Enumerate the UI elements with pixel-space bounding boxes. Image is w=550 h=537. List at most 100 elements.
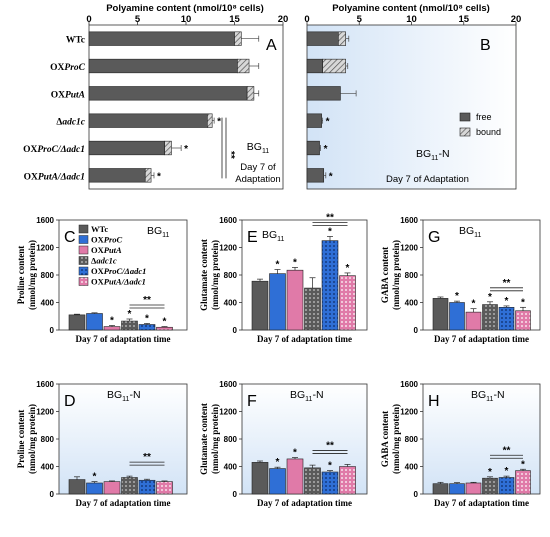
legend-bound-label: bound <box>476 127 501 137</box>
panel-f-letter: F <box>247 393 257 410</box>
panel-f-tick-label: 800 <box>224 435 238 444</box>
sig-mark: * <box>521 459 525 470</box>
category-label: OXPutA/Δadc1 <box>24 172 85 182</box>
sig-mark: * <box>276 260 280 271</box>
sig-mark: * <box>293 257 297 268</box>
panel-e-tick-label: 400 <box>224 299 238 308</box>
legend-free-swatch <box>459 112 471 122</box>
panel-c-xlabel: Day 7 of adaptation time <box>76 334 171 344</box>
panel-f-tick-label: 1600 <box>219 380 237 389</box>
panel-g: 0 400 800 1200 1600 GABA content(nmol/mg prot… <box>380 216 541 344</box>
bar-free <box>306 86 341 101</box>
bar <box>86 313 103 331</box>
panel-a-note-1: Day 7 of <box>240 162 276 173</box>
panel-g-ylabel: GABA content(nmol/mg protein) <box>380 240 401 310</box>
bar-bound <box>246 86 255 101</box>
bar-free <box>306 31 339 46</box>
panel-g-tick-label: 800 <box>405 271 419 280</box>
bar <box>103 481 121 495</box>
bar <box>286 458 304 495</box>
bottom-panels: 0 400 800 1200 1600 Proline content(nmol/mg p… <box>16 213 541 508</box>
panel-g-tick-label: 400 <box>405 299 419 308</box>
panel-h-letter: H <box>428 393 440 410</box>
legend-label: OXProC/Δadc1 <box>91 266 146 276</box>
sig-mark: * <box>184 144 188 155</box>
panel-e-condition: BG11 <box>262 229 285 243</box>
panel-a-tick-label: 20 <box>278 14 289 25</box>
panel-b-tick-label: 20 <box>511 14 522 25</box>
panel-h-tick-label: 800 <box>405 435 419 444</box>
bar <box>121 477 138 495</box>
sig-mark: * <box>488 467 492 478</box>
bar <box>482 477 498 495</box>
panel-d-condition: BG11-N <box>107 389 141 403</box>
panel-d-xlabel: Day 7 of adaptation time <box>76 498 171 508</box>
legend-label: OXPutA/Δadc1 <box>91 277 146 287</box>
bar <box>498 477 515 495</box>
panel-g-tick-label: 0 <box>414 326 419 335</box>
panel-h-xlabel: Day 7 of adaptation time <box>434 498 529 508</box>
panel-b-tick-label: 5 <box>357 14 363 25</box>
bar-free <box>306 113 322 128</box>
panel-d-tick-label: 1600 <box>36 380 54 389</box>
bar <box>304 467 321 495</box>
sig-mark: * <box>157 171 161 182</box>
category-label: OXProC <box>50 63 86 73</box>
sig-mark: * <box>293 448 297 459</box>
bar <box>449 302 465 331</box>
panel-c-tick-label: 0 <box>50 326 55 335</box>
panel-g-tick-label: 1600 <box>400 216 418 225</box>
bar <box>269 468 286 495</box>
legend-swatch <box>78 266 89 276</box>
panel-f-tick-label: 400 <box>224 463 238 472</box>
sig-mark: * <box>329 171 333 182</box>
bar <box>103 326 121 331</box>
panel-a-tick-label: 0 <box>86 14 91 25</box>
panel-c-tick-label: 1200 <box>36 244 54 253</box>
bar-bound <box>144 168 152 183</box>
bar <box>321 471 339 495</box>
bar <box>465 311 482 331</box>
bar <box>482 304 498 331</box>
panel-e-tick-label: 800 <box>224 271 238 280</box>
panel-d-tick-label: 0 <box>50 490 55 499</box>
panel-b-frame <box>306 24 517 190</box>
panel-b-legend: free bound <box>459 112 501 137</box>
sig-mark: * <box>505 296 509 307</box>
sig-mark: * <box>217 117 221 128</box>
panel-c-tick-label: 400 <box>41 299 55 308</box>
sig-mark: * <box>488 292 492 303</box>
panel-e-ylabel: Glutamate content(nmol/mg protein) <box>199 239 220 311</box>
panel-g-sig-bracket-label: ** <box>503 278 511 289</box>
bar-bound <box>338 31 346 46</box>
bar-free <box>88 86 248 101</box>
bar-bound <box>237 58 250 74</box>
bar-free <box>306 140 320 156</box>
panel-f: 0 400 800 1200 1600 Glutamate content(nmol/mg… <box>199 380 368 508</box>
panel-a-tick-label: 10 <box>181 14 192 25</box>
panel-d-tick-label: 800 <box>41 435 55 444</box>
panel-a-letter: A <box>266 37 277 54</box>
panel-b-tick-label: 0 <box>304 14 309 25</box>
bar <box>465 482 482 495</box>
sig-mark: * <box>110 316 114 327</box>
category-label: WTc <box>66 36 85 46</box>
bar <box>432 298 449 331</box>
panel-c-tick-label: 1600 <box>36 216 54 225</box>
panel-c-sig-bracket-label: ** <box>143 295 151 306</box>
panel-d-tick-label: 400 <box>41 463 55 472</box>
panel-f-xlabel: Day 7 of adaptation time <box>257 498 352 508</box>
bar <box>251 280 269 331</box>
bar <box>86 482 103 495</box>
bar <box>515 470 531 495</box>
bar <box>449 483 465 495</box>
panel-c-legend: WTcOXProCOXPutAΔadc1cOXProC/Δadc1OXPutA/… <box>78 224 146 287</box>
sig-mark: * <box>128 309 132 320</box>
panel-e-sig-bracket-label: ** <box>326 213 334 224</box>
bar <box>339 466 356 495</box>
panel-h-tick-label: 0 <box>414 490 419 499</box>
panel-h-ylabel: GABA content(nmol/mg protein) <box>380 404 401 474</box>
top-right-xlabel: Polyamine content (nmol/10⁸ cells) <box>332 3 490 14</box>
panel-d-sig-bracket-label: ** <box>143 452 151 463</box>
